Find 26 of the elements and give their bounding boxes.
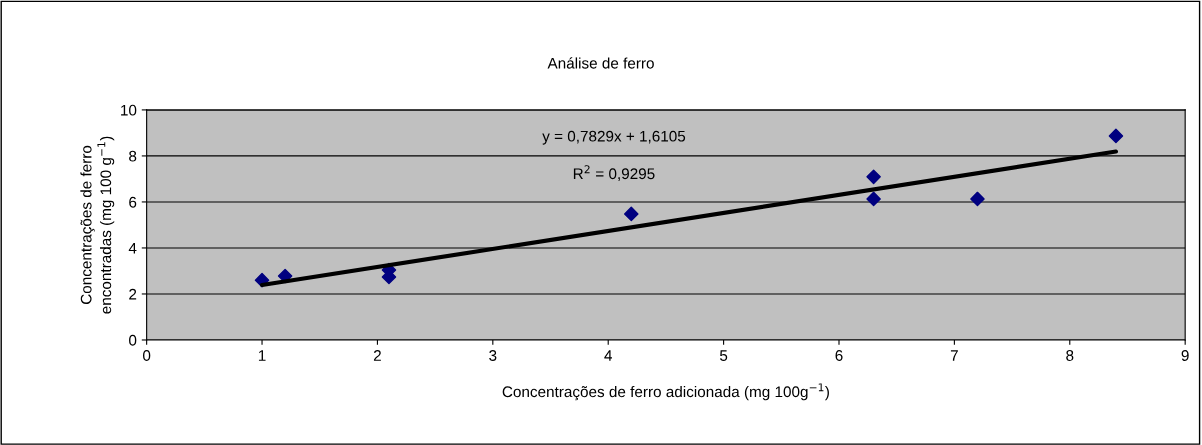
annotation: y = 0,7829x + 1,6105 — [542, 130, 686, 145]
point — [624, 206, 639, 222]
y-tick-label: 6 — [129, 196, 137, 208]
annotation: R$^{2}$ = 0,9295 — [573, 165, 655, 181]
point — [866, 169, 881, 185]
y-tick-label: 2 — [129, 288, 137, 300]
x-tick-label: 5 — [719, 350, 728, 361]
chart-title: Análise de ferro — [547, 57, 654, 69]
x-tick-label: 1 — [258, 350, 266, 361]
y-axis-title: Concentrações de ferro encontradas (mg 100 g$^{−1}$) — [80, 136, 115, 314]
x-tick-label: 0 — [142, 350, 151, 361]
x-tick-label: 7 — [950, 350, 958, 361]
x-axis-title: Concentrações de ferro adicionada (mg 100g$^{−1}$) — [502, 383, 829, 401]
point — [866, 191, 881, 207]
y-tick-label: 10 — [121, 104, 137, 116]
point — [970, 191, 985, 207]
x-tick-label: 9 — [1181, 350, 1189, 361]
x-tick-label: 6 — [835, 350, 843, 361]
x-tick-label: 8 — [1066, 350, 1074, 361]
x-tick-label: 4 — [604, 350, 613, 361]
x-tick-label: 2 — [373, 350, 381, 361]
point — [1108, 128, 1124, 144]
y-tick-label: 8 — [129, 150, 137, 162]
y-tick-label: 0 — [129, 334, 137, 346]
y-tick-label: 4 — [128, 242, 137, 254]
x-tick-label: 3 — [489, 350, 497, 361]
